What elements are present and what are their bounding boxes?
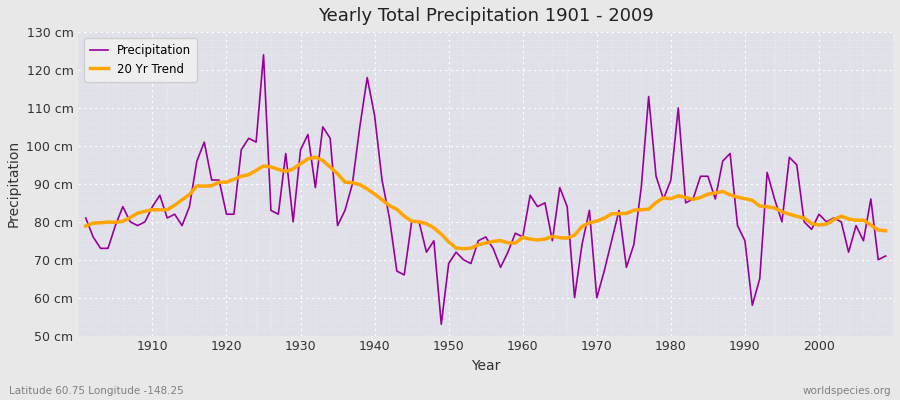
Precipitation	[436, 322, 446, 327]
Line: Precipitation: Precipitation	[86, 55, 886, 324]
X-axis label: Year: Year	[471, 359, 500, 373]
Precipitation	[525, 193, 535, 198]
Precipitation	[621, 265, 632, 270]
Precipitation	[258, 52, 269, 57]
Text: worldspecies.org: worldspecies.org	[803, 386, 891, 396]
Precipitation	[880, 254, 891, 258]
20 Yr Trend	[621, 211, 632, 216]
Text: Latitude 60.75 Longitude -148.25: Latitude 60.75 Longitude -148.25	[9, 386, 184, 396]
Legend: Precipitation, 20 Yr Trend: Precipitation, 20 Yr Trend	[85, 38, 197, 82]
Title: Yearly Total Precipitation 1901 - 2009: Yearly Total Precipitation 1901 - 2009	[318, 7, 653, 25]
Precipitation	[532, 204, 543, 209]
Precipitation	[80, 216, 91, 220]
20 Yr Trend	[532, 238, 543, 242]
Precipitation	[355, 124, 365, 129]
Precipitation	[310, 185, 320, 190]
Line: 20 Yr Trend: 20 Yr Trend	[86, 157, 886, 249]
20 Yr Trend	[310, 155, 320, 160]
20 Yr Trend	[458, 246, 469, 251]
20 Yr Trend	[355, 182, 365, 187]
20 Yr Trend	[525, 237, 535, 242]
Precipitation	[140, 219, 150, 224]
20 Yr Trend	[140, 209, 150, 214]
20 Yr Trend	[302, 156, 313, 161]
20 Yr Trend	[80, 224, 91, 228]
20 Yr Trend	[880, 228, 891, 233]
Y-axis label: Precipitation: Precipitation	[7, 140, 21, 228]
